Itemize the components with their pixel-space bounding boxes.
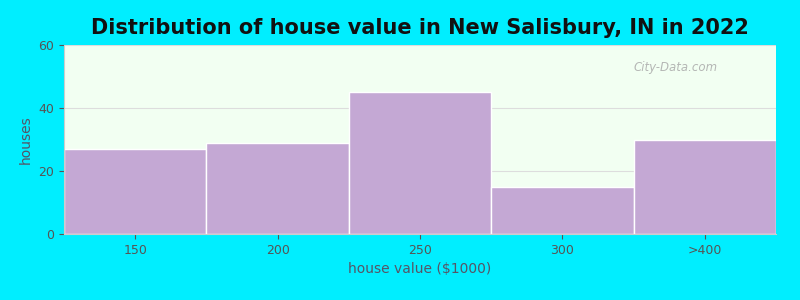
Bar — [634, 140, 776, 234]
Bar — [349, 92, 491, 234]
Bar — [64, 149, 206, 234]
Bar — [206, 143, 349, 234]
Y-axis label: houses: houses — [19, 115, 33, 164]
Title: Distribution of house value in New Salisbury, IN in 2022: Distribution of house value in New Salis… — [91, 18, 749, 38]
X-axis label: house value ($1000): house value ($1000) — [348, 262, 492, 276]
Bar — [491, 187, 634, 234]
Text: City-Data.com: City-Data.com — [634, 61, 718, 74]
